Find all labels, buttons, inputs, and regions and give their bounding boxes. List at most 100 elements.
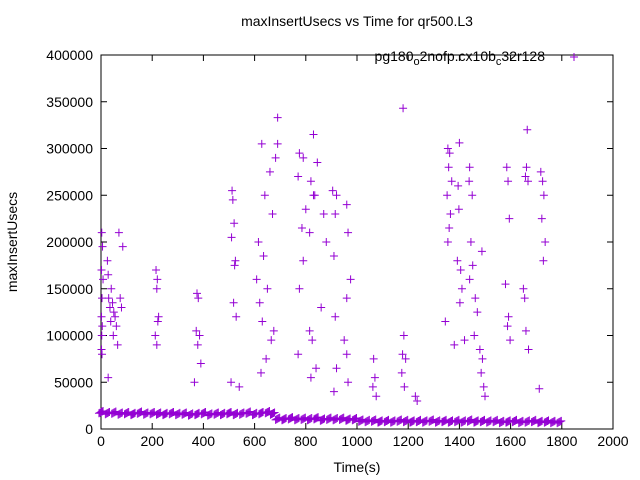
data-point bbox=[258, 317, 267, 326]
legend-label: pg180o2nofp.cx10bc32r128 bbox=[375, 48, 546, 68]
data-point bbox=[510, 417, 519, 426]
data-point bbox=[306, 373, 315, 382]
data-point bbox=[444, 163, 453, 172]
data-point bbox=[305, 228, 314, 237]
data-point bbox=[427, 416, 436, 425]
y-axis-label: maxInsertUsecs bbox=[4, 192, 20, 292]
data-point bbox=[398, 350, 407, 359]
data-point bbox=[194, 294, 203, 303]
data-point bbox=[310, 191, 319, 200]
data-point bbox=[443, 191, 452, 200]
data-point bbox=[104, 294, 113, 303]
data-point bbox=[193, 340, 202, 349]
data-point bbox=[473, 308, 482, 317]
data-point bbox=[397, 368, 406, 377]
data-point bbox=[112, 322, 121, 331]
data-point bbox=[252, 275, 261, 284]
data-point bbox=[305, 326, 314, 335]
data-point bbox=[536, 167, 545, 176]
data-point bbox=[108, 298, 117, 307]
data-point bbox=[299, 153, 308, 162]
data-point bbox=[332, 191, 341, 200]
data-point bbox=[254, 238, 263, 246]
data-point bbox=[244, 408, 253, 417]
data-point bbox=[539, 191, 548, 200]
data-point bbox=[99, 275, 108, 284]
y-tick-label: 350000 bbox=[46, 94, 93, 110]
data-points bbox=[94, 104, 566, 428]
data-point bbox=[262, 354, 271, 363]
data-point bbox=[196, 359, 205, 368]
data-point bbox=[524, 177, 533, 186]
data-point bbox=[523, 125, 532, 134]
data-point bbox=[478, 354, 487, 363]
data-point bbox=[477, 247, 486, 256]
data-point bbox=[399, 331, 408, 340]
data-point bbox=[312, 364, 321, 373]
data-point bbox=[342, 200, 351, 209]
data-point bbox=[460, 336, 469, 345]
data-point bbox=[369, 354, 378, 363]
data-point bbox=[491, 417, 500, 426]
data-point bbox=[98, 242, 107, 251]
data-point bbox=[524, 345, 533, 354]
data-point bbox=[454, 181, 463, 190]
data-point bbox=[117, 303, 126, 312]
data-point bbox=[453, 256, 462, 265]
chart-title: maxInsertUsecs vs Time for qr500.L3 bbox=[241, 13, 473, 29]
data-point bbox=[227, 378, 236, 387]
x-axis-label: Time(s) bbox=[334, 459, 381, 475]
data-point bbox=[267, 336, 276, 345]
data-point bbox=[105, 303, 114, 312]
data-point bbox=[504, 177, 513, 186]
data-point bbox=[271, 153, 280, 162]
data-point bbox=[109, 308, 118, 317]
data-point bbox=[342, 294, 351, 303]
data-point bbox=[337, 414, 346, 423]
data-point bbox=[470, 331, 479, 340]
x-tick-label: 1400 bbox=[444, 433, 475, 449]
data-point bbox=[227, 233, 236, 242]
data-point bbox=[455, 138, 464, 147]
legend-marker-plus bbox=[570, 53, 578, 61]
data-point bbox=[273, 113, 282, 122]
data-point bbox=[152, 284, 161, 293]
data-point bbox=[228, 195, 237, 204]
data-point bbox=[465, 177, 474, 186]
data-point bbox=[309, 130, 318, 139]
data-point bbox=[475, 345, 484, 354]
y-tick-label: 250000 bbox=[46, 187, 93, 203]
data-point bbox=[555, 417, 564, 426]
x-tick-label: 400 bbox=[192, 433, 216, 449]
data-point bbox=[520, 294, 529, 303]
data-point bbox=[109, 331, 118, 340]
data-point bbox=[446, 209, 455, 218]
data-point bbox=[257, 368, 265, 377]
data-point bbox=[104, 270, 113, 279]
data-point bbox=[260, 191, 269, 200]
data-point bbox=[312, 414, 321, 423]
data-point bbox=[529, 417, 538, 426]
data-point bbox=[471, 294, 480, 303]
data-point bbox=[230, 261, 239, 270]
y-tick-label: 0 bbox=[85, 421, 93, 437]
data-point bbox=[232, 312, 241, 321]
data-point bbox=[269, 409, 278, 418]
data-point bbox=[301, 205, 310, 214]
data-point bbox=[306, 177, 315, 186]
legend: pg180o2nofp.cx10bc32r128 bbox=[375, 48, 578, 68]
x-tick-label: 0 bbox=[97, 433, 105, 449]
data-point bbox=[537, 214, 546, 223]
data-point bbox=[399, 104, 408, 113]
data-point bbox=[104, 373, 113, 382]
y-tick-label: 150000 bbox=[46, 281, 93, 297]
data-point bbox=[522, 163, 531, 172]
data-point bbox=[308, 336, 317, 345]
x-tick-label: 200 bbox=[141, 433, 165, 449]
data-point bbox=[151, 331, 160, 340]
data-point bbox=[535, 384, 544, 393]
data-point bbox=[257, 139, 266, 148]
legend-marker bbox=[570, 53, 578, 61]
data-point bbox=[329, 387, 338, 396]
data-point bbox=[97, 228, 106, 237]
